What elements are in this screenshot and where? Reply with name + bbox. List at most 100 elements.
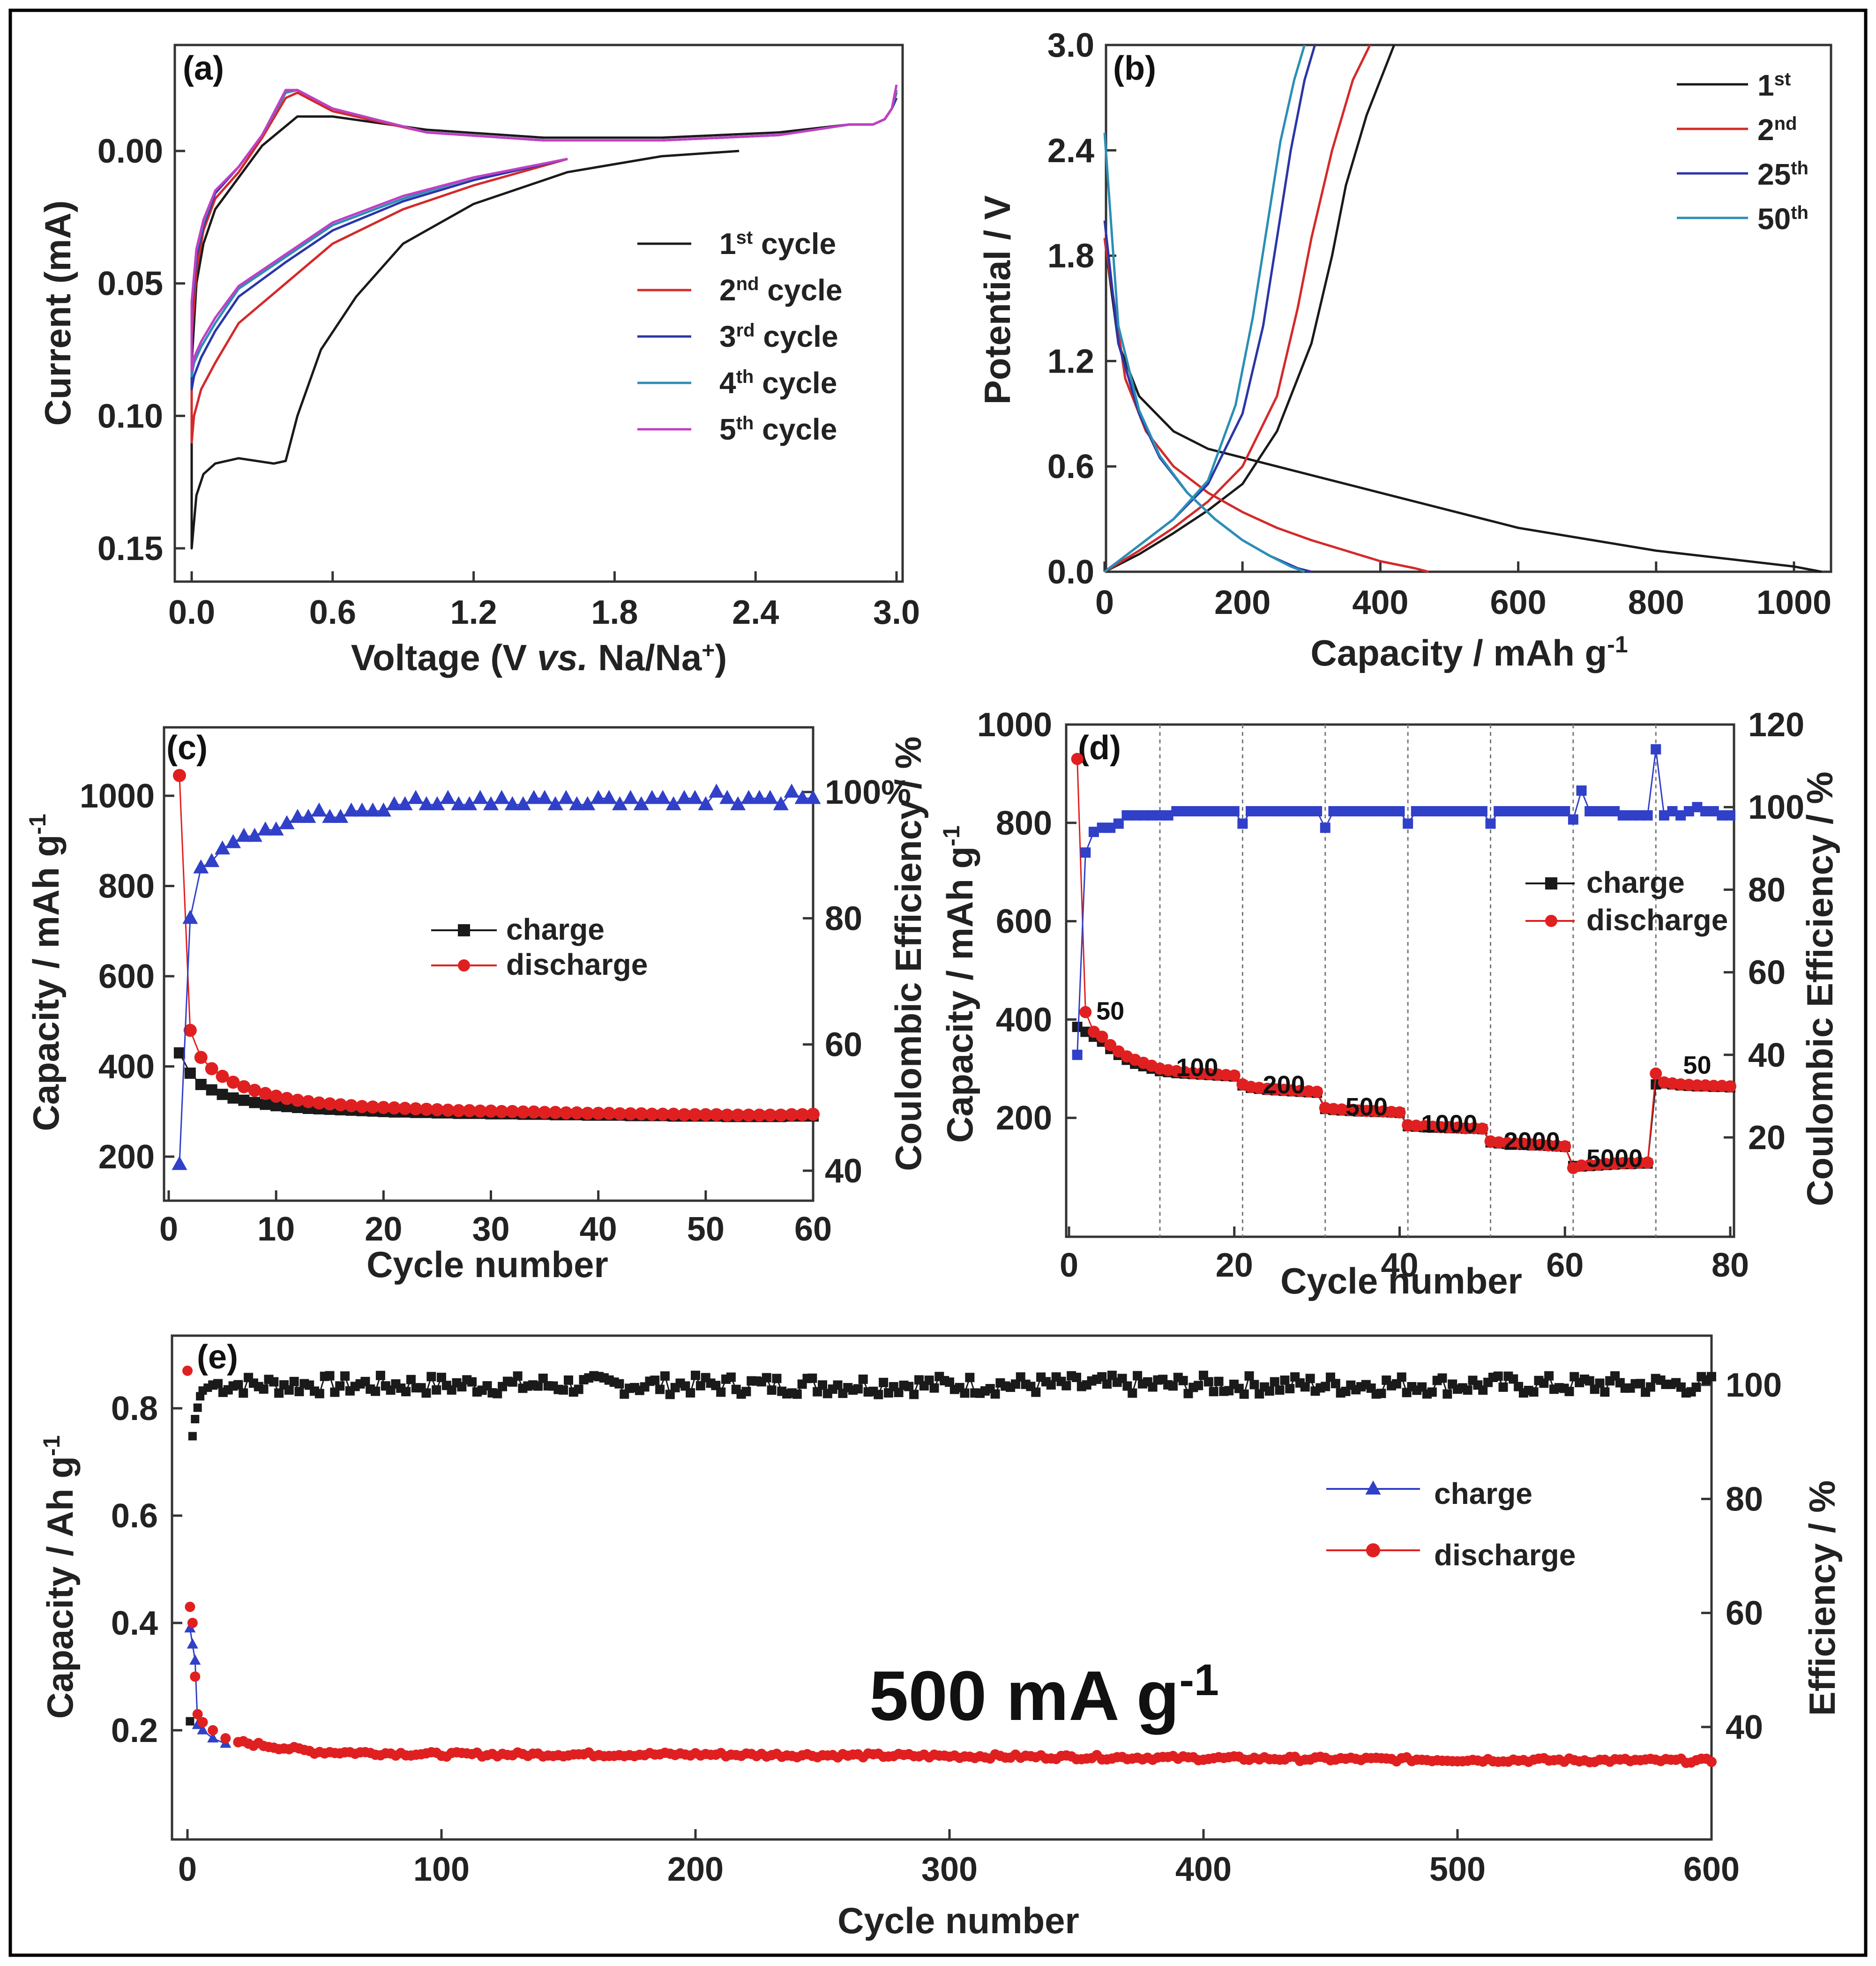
- panel-d-efficiency-point: [1254, 806, 1264, 817]
- panel-d-efficiency-point: [1659, 810, 1669, 821]
- panel-e-efficiency-point: [833, 1380, 843, 1390]
- panel-e-efficiency-point: [1061, 1381, 1071, 1390]
- panel-d-efficiency-point: [1146, 810, 1157, 821]
- panel-c-efficiency-point: [794, 790, 810, 804]
- panel-a-ytick-label: 0.15: [97, 530, 163, 568]
- panel-c-discharge-point: [388, 1101, 401, 1115]
- panel-d-efficiency-point: [1526, 806, 1537, 817]
- panel-d-efficiency-point: [1361, 806, 1372, 817]
- panel-c-discharge-point: [763, 1108, 777, 1122]
- panel-e-ytick-label: 0.4: [111, 1605, 158, 1642]
- panel-c-efficiency-point: [601, 790, 617, 804]
- panel-c-efficiency-point: [698, 796, 714, 810]
- panel-e-efficiency-point: [695, 1381, 705, 1390]
- panel-c-efficiency-point: [397, 796, 413, 810]
- panel-e-efficiency-point: [1539, 1378, 1549, 1388]
- panel-c-efficiency-point: [472, 790, 488, 804]
- panel-b-xtick-label: 200: [1214, 584, 1271, 621]
- panel-c-ytick-label: 200: [98, 1138, 155, 1176]
- panel-e-efficiency-point: [1097, 1372, 1107, 1382]
- panel-c-discharge-point: [463, 1104, 476, 1117]
- panel-c-discharge-point: [678, 1108, 691, 1121]
- panel-c-y2tick-label: 100%: [825, 774, 911, 811]
- panel-c-efficiency-point: [547, 796, 563, 810]
- panel-d-efficiency-point: [1675, 810, 1686, 821]
- panel-c-efficiency-point: [537, 790, 553, 804]
- panel-c-discharge-point: [624, 1107, 637, 1121]
- panel-c-charge-point: [260, 1099, 271, 1110]
- panel-c-discharge-point: [796, 1108, 809, 1121]
- panel-e-efficiency-point: [960, 1388, 970, 1398]
- panel-b-xtick-label: 1000: [1756, 584, 1831, 621]
- panel-c-discharge-point: [710, 1108, 723, 1121]
- panel-d-ylabel: Capacity / mAh g-1: [938, 825, 980, 1143]
- panel-e-efficiency-point: [792, 1389, 802, 1399]
- panel-d-discharge-point: [1228, 1069, 1241, 1082]
- panel-e-efficiency-point: [233, 1380, 243, 1390]
- panel-c-efficiency-point: [419, 796, 434, 810]
- panel-c-efficiency-point: [193, 859, 209, 874]
- panel-e-xtick-label: 400: [1175, 1851, 1232, 1888]
- panel-e-ytick-label: 0.2: [111, 1712, 158, 1749]
- panel-e-efficiency-point: [274, 1388, 284, 1398]
- panel-b-label: (b): [1113, 50, 1156, 87]
- panel-c-efficiency-point: [225, 834, 241, 848]
- panel-c-discharge-point: [366, 1100, 380, 1114]
- panel-a-xtick-label: 2.4: [732, 594, 779, 631]
- panel-d-efficiency-point: [1683, 806, 1694, 817]
- panel-a-frame: [173, 44, 904, 583]
- panel-e-efficiency-point: [1244, 1371, 1254, 1381]
- panel-b-ytick-label: 0.0: [1047, 553, 1094, 591]
- panel-e-discharge-point: [185, 1601, 195, 1612]
- panel-c-efficiency-point: [784, 784, 800, 798]
- panel-e-efficiency-point: [1330, 1379, 1340, 1389]
- panel-c-discharge-point: [581, 1106, 594, 1120]
- panel-c-legend-marker: [458, 959, 470, 972]
- panel-e-efficiency-point: [325, 1371, 335, 1381]
- panel-e-efficiency-point: [1691, 1383, 1701, 1392]
- panel-c-discharge-point: [635, 1107, 648, 1121]
- panel-d-efficiency-point: [1692, 802, 1703, 813]
- panel-c-discharge-point: [344, 1099, 358, 1113]
- panel-d-ytick-label: 1000: [977, 706, 1052, 744]
- panel-e-efficiency-point: [1478, 1385, 1488, 1395]
- panel-e-efficiency-point: [1544, 1371, 1554, 1381]
- panel-d-efficiency-point: [1601, 806, 1612, 817]
- panel-c-efficiency-point: [730, 796, 746, 810]
- panel-d-efficiency-point: [1452, 806, 1463, 817]
- panel-d-efficiency-point: [1295, 806, 1306, 817]
- panel-e-efficiency-point: [1117, 1374, 1127, 1383]
- panel-e-xlabel: Cycle number: [837, 1900, 1079, 1941]
- panel-c-efficiency-point: [333, 808, 349, 823]
- panel-d-efficiency-point: [1435, 806, 1446, 817]
- panel-c-discharge-point: [731, 1108, 745, 1122]
- panel-d-rate-label: 1000: [1421, 1110, 1477, 1138]
- panel-c-discharge-point: [248, 1084, 262, 1097]
- panel-d-rate-label: 50: [1683, 1051, 1711, 1079]
- panel-d-charge-point: [1072, 1022, 1083, 1032]
- panel-d-efficiency-point: [1485, 818, 1496, 829]
- panel-e-efficiency-point: [1249, 1380, 1259, 1390]
- panel-e-efficiency-point: [1437, 1373, 1447, 1383]
- panel-e-efficiency-point: [894, 1388, 904, 1398]
- panel-d-xtick-label: 60: [1546, 1247, 1584, 1284]
- panel-d-discharge-point: [1393, 1106, 1406, 1119]
- panel-d-efficiency-point: [1460, 806, 1471, 817]
- panel-e-efficiency-point: [1178, 1375, 1188, 1385]
- panel-d-y2tick-label: 20: [1748, 1119, 1786, 1157]
- panel-c-discharge-point: [774, 1108, 788, 1122]
- panel-e-label: (e): [197, 1338, 238, 1376]
- panel-e-efficiency-point: [924, 1375, 934, 1385]
- panel-b-xtick-label: 0: [1095, 584, 1114, 621]
- panel-e-xtick-label: 300: [921, 1851, 978, 1888]
- panel-d-efficiency-point: [1609, 806, 1620, 817]
- panel-d-efficiency-point: [1097, 822, 1107, 833]
- panel-e-efficiency-point: [965, 1373, 975, 1383]
- panel-b-charge-discharge-chart: (b) 0 200 400 600 800 10000.00.61.21.82.43.0 …: [977, 27, 1832, 673]
- panel-c-efficiency-point: [558, 790, 574, 804]
- panel-c-discharge-point: [473, 1104, 487, 1118]
- panel-d-discharge-point: [1096, 1031, 1108, 1043]
- panel-e-efficiency-point: [741, 1387, 751, 1397]
- panel-e-efficiency-point: [467, 1377, 477, 1387]
- panel-d-efficiency-point: [1196, 806, 1207, 817]
